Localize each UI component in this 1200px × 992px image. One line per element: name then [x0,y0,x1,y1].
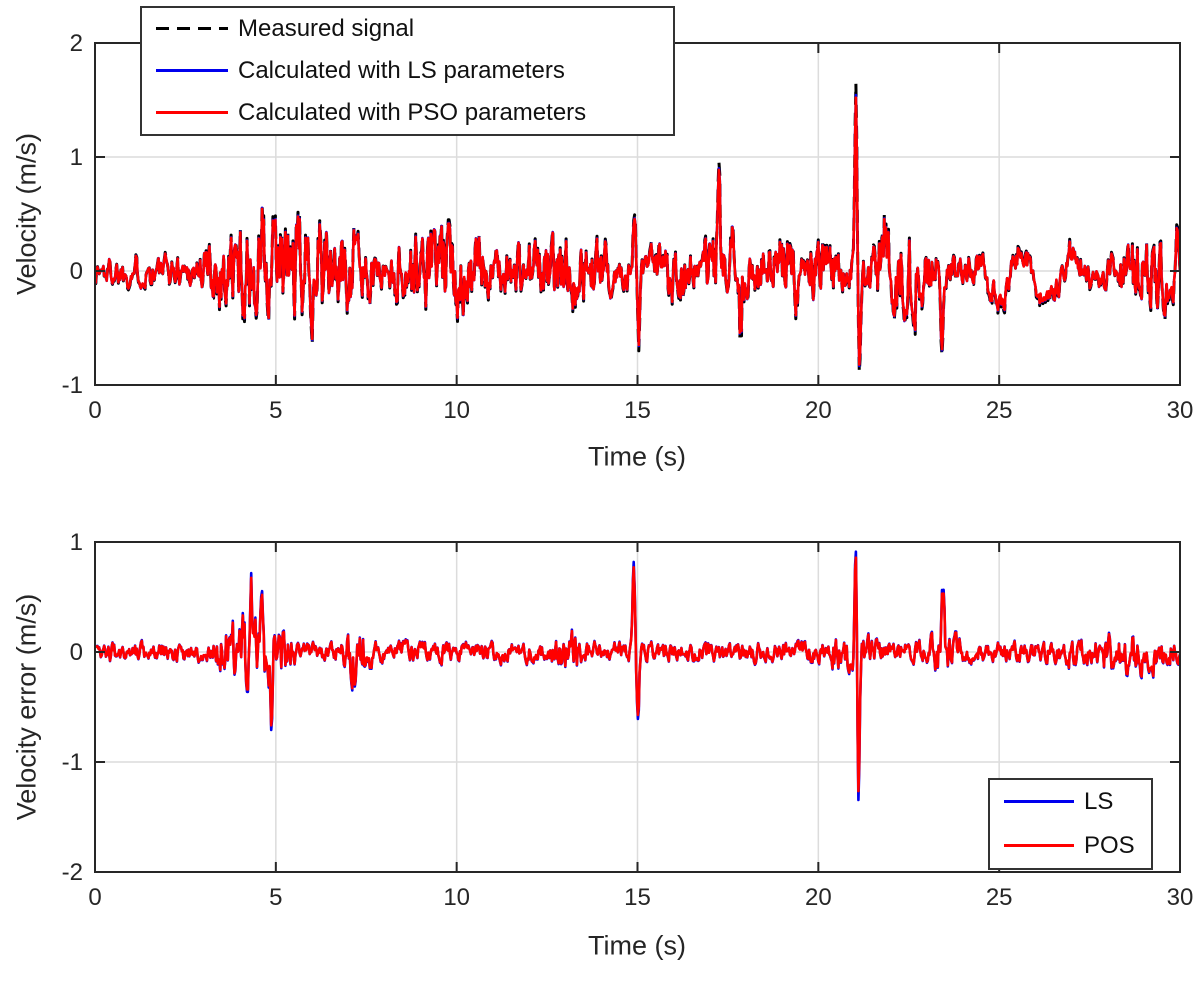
legend-entry-error-ls: LS [990,787,1151,815]
error-pos-line-sample [1004,844,1074,848]
ytick-label: 1 [70,144,83,171]
bottom-ylabel: Velocity error (m/s) [11,593,42,821]
ytick-label: -2 [62,859,83,886]
series-calculated-with-pso-parameters [95,96,1180,366]
xtick-label: 25 [986,884,1013,911]
xtick-label: 10 [443,884,470,911]
xtick-label: 20 [805,884,832,911]
xtick-label: 20 [805,397,832,424]
xtick-label: 10 [443,397,470,424]
top-xlabel: Time (s) [588,441,686,472]
legend-entry-error-pos: POS [990,831,1151,859]
xtick-label: 30 [1167,884,1194,911]
xtick-label: 5 [269,884,282,911]
ytick-label: 1 [70,529,83,556]
ls-line-sample [156,69,228,73]
legend-entry-measured: Measured signal [142,14,673,42]
series-pos [95,556,1180,793]
xtick-label: 25 [986,397,1013,424]
measured-signal-line-sample [156,27,228,31]
legend-label-measured: Measured signal [238,14,415,42]
legend-label-pso: Calculated with PSO parameters [238,98,587,126]
ytick-label: -1 [62,372,83,399]
ytick-label: -1 [62,749,83,776]
xtick-label: 5 [269,397,282,424]
legend-entry-ls: Calculated with LS parameters [142,56,673,84]
legend-entry-pso: Calculated with PSO parameters [142,98,673,126]
series-group [95,550,1180,802]
xtick-label: 0 [88,884,101,911]
pso-line-sample [156,111,228,115]
ytick-label: 0 [70,639,83,666]
xtick-label: 0 [88,397,101,424]
bottom-xlabel: Time (s) [588,930,686,961]
legend-error: LS POS [988,778,1153,870]
legend-label-error-pos: POS [1084,831,1135,859]
legend-label-ls: Calculated with LS parameters [238,56,565,84]
ytick-label: 0 [70,258,83,285]
xtick-label: 15 [624,397,651,424]
legend-velocity: Measured signal Calculated with LS param… [140,6,675,136]
ytick-label: 2 [70,30,83,57]
xtick-label: 15 [624,884,651,911]
error-ls-line-sample [1004,800,1074,804]
xtick-label: 30 [1167,397,1194,424]
series-group [95,82,1180,374]
legend-label-error-ls: LS [1084,787,1114,815]
top-ylabel: Velocity (m/s) [11,132,42,296]
